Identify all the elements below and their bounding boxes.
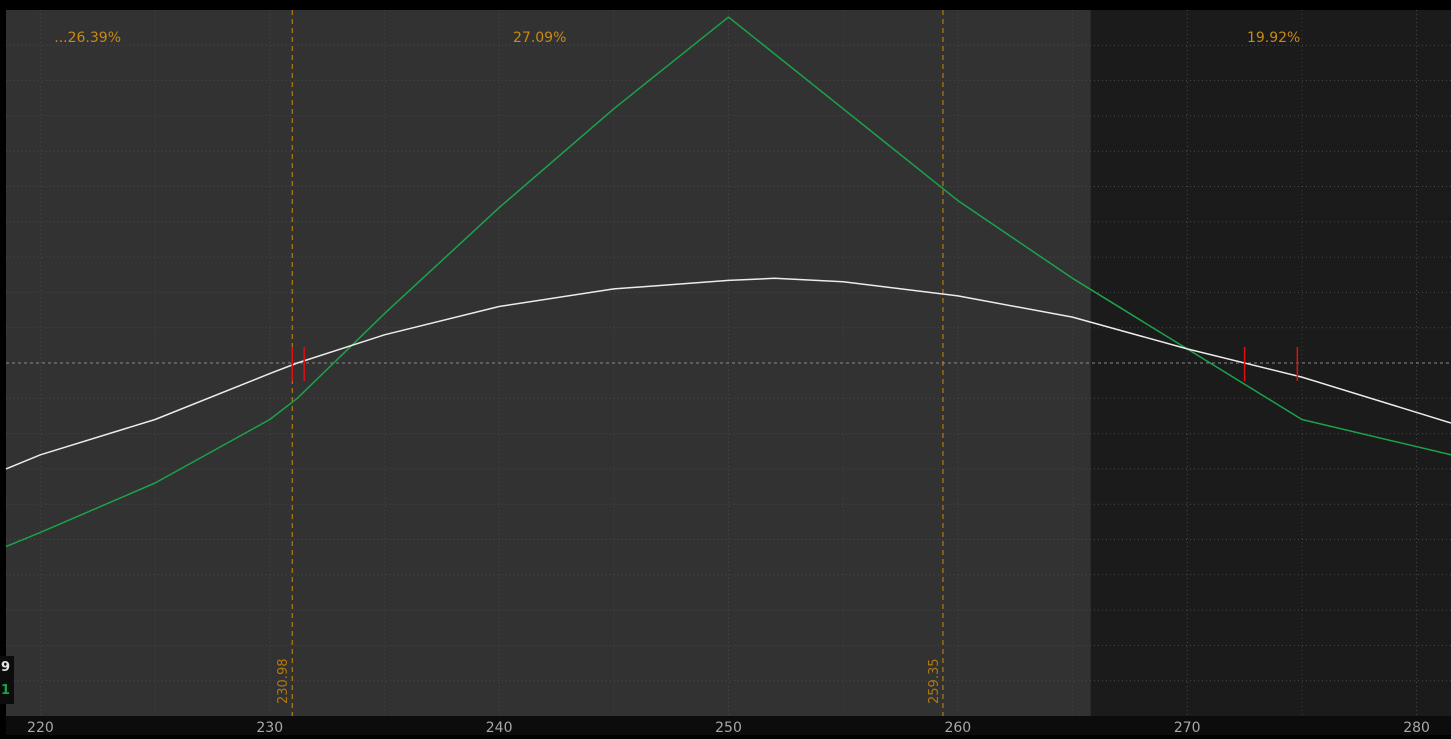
future-region-background (1090, 10, 1451, 716)
x-tick-label[interactable]: 220 (27, 720, 54, 736)
zone-probability-label: ...26.39% (54, 30, 121, 46)
current-pl-line (5, 277, 1451, 470)
left-edge-label: 9 (1, 660, 10, 675)
x-tick-labels[interactable]: 220 230 240 250 260 270 280 (27, 720, 1430, 736)
x-tick-label[interactable]: 230 (256, 720, 283, 736)
x-tick-label[interactable]: 280 (1403, 720, 1430, 736)
left-edge-label-box (0, 656, 14, 704)
breakeven-markers (291, 347, 1299, 381)
expected-move-label: 230.98 (276, 659, 291, 705)
left-edge-label: 1 (1, 683, 10, 698)
zone-labels: ...26.39% 27.09% 19.92% (54, 30, 1300, 46)
x-tick-label[interactable]: 250 (715, 720, 742, 736)
expiration-pl-line (5, 16, 1451, 548)
expected-move-label: 259.35 (927, 659, 942, 705)
zone-probability-label: 27.09% (513, 30, 566, 46)
zone-probability-label: 19.92% (1247, 30, 1300, 46)
x-axis-band (6, 716, 1451, 735)
series-lines (5, 16, 1451, 548)
x-tick-label[interactable]: 240 (486, 720, 513, 736)
x-tick-label[interactable]: 270 (1174, 720, 1201, 736)
x-tick-label[interactable]: 260 (944, 720, 971, 736)
left-edge-labels: 91 (0, 656, 14, 704)
